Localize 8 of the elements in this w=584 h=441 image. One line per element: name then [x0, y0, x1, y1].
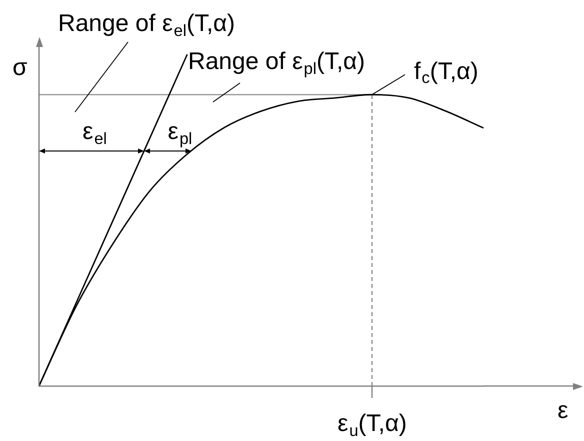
annotation: Range of ε$_{pl}$(T,α): [188, 48, 366, 78]
annotation: f$_{c}$(T,α): [414, 58, 478, 88]
x-axis-title: ε: [558, 397, 568, 424]
text: ε$_{u}$(T,α): [338, 410, 407, 440]
annotation: ε$_{pl}$: [168, 118, 192, 148]
y-axis-title: σ: [12, 54, 28, 81]
annotation: ε$_{el}$: [82, 118, 107, 148]
text: Range of ε$_{el}$(T,α): [58, 10, 236, 40]
